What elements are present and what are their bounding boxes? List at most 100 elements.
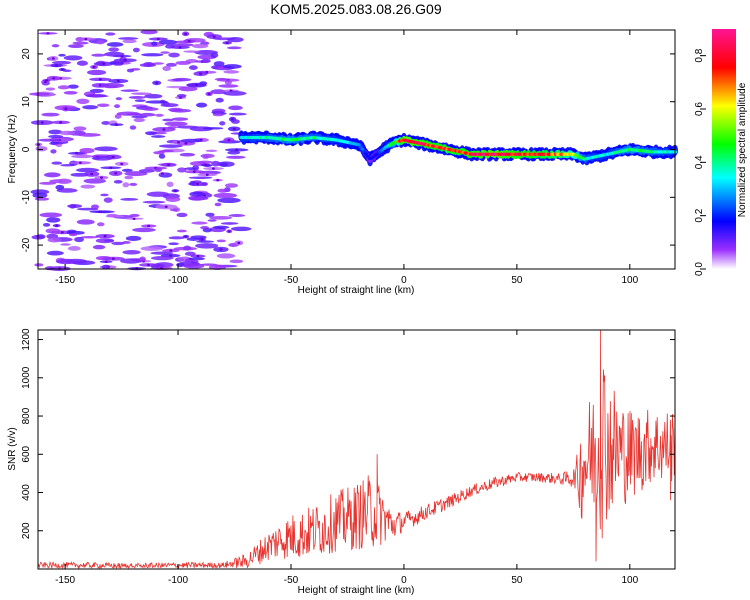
snr-x-axis: -150 -100 -50 0 50 100 bbox=[55, 330, 639, 586]
noise-blob-core bbox=[52, 77, 56, 80]
noise-blob bbox=[229, 259, 244, 264]
colorbar-ticks: 0.0 0.2 0.4 0.6 0.8 bbox=[694, 48, 706, 276]
noise-blob bbox=[122, 39, 137, 44]
noise-blob bbox=[103, 197, 113, 203]
noise-blob bbox=[142, 107, 159, 111]
noise-blob bbox=[139, 63, 157, 68]
noise-blob bbox=[121, 168, 133, 173]
noise-blob bbox=[158, 153, 166, 159]
noise-blob bbox=[129, 125, 137, 130]
noise-blob bbox=[71, 154, 94, 159]
colorbar-tick-label: 0.8 bbox=[694, 48, 705, 62]
noise-blob-core bbox=[155, 81, 159, 85]
noise-blob bbox=[197, 160, 213, 164]
noise-blob bbox=[195, 243, 219, 249]
noise-blob bbox=[120, 258, 142, 264]
noise-blob bbox=[34, 197, 50, 201]
noise-blob bbox=[212, 113, 224, 117]
noise-blob-core bbox=[199, 72, 203, 75]
noise-blob-core bbox=[40, 121, 44, 124]
noise-blob bbox=[133, 117, 145, 123]
y-tick-label: 20 bbox=[21, 48, 32, 60]
noise-blob bbox=[57, 85, 70, 90]
noise-blob bbox=[205, 212, 215, 217]
noise-blob-core bbox=[55, 64, 59, 67]
noise-blob bbox=[56, 258, 76, 265]
snr-panel: -150 -100 -50 0 50 100 200 400 600 800 1000 1200 H… bbox=[7, 328, 676, 596]
noise-blob-core bbox=[195, 83, 199, 87]
noise-blob-core bbox=[98, 78, 102, 81]
noise-blob bbox=[129, 213, 140, 217]
snr-xlabel: Height of straight line (km) bbox=[298, 585, 415, 596]
noise-blob bbox=[144, 94, 163, 99]
noise-blob bbox=[217, 188, 228, 193]
noise-blob-core bbox=[60, 231, 64, 234]
noise-blob bbox=[97, 222, 105, 227]
noise-blob bbox=[155, 113, 164, 117]
spectrogram-y-axis: -20 -10 0 10 20 bbox=[21, 48, 675, 252]
noise-blob-core bbox=[160, 172, 164, 175]
noise-blob bbox=[220, 222, 239, 225]
noise-blob bbox=[69, 204, 76, 209]
noise-blob-core bbox=[205, 173, 209, 176]
noise-blob bbox=[104, 51, 125, 57]
noise-blob bbox=[224, 80, 232, 85]
noise-blob bbox=[103, 239, 115, 243]
y-tick-label: 600 bbox=[21, 446, 32, 463]
noise-blob-core bbox=[114, 123, 118, 126]
noise-blob bbox=[188, 257, 205, 261]
noise-blob bbox=[210, 52, 219, 58]
x-tick-label: -50 bbox=[284, 575, 299, 586]
noise-blob-core bbox=[227, 230, 231, 233]
noise-blob-core bbox=[237, 241, 241, 245]
noise-blob bbox=[134, 99, 146, 103]
noise-blob bbox=[124, 175, 134, 180]
noise-blob-core bbox=[225, 41, 229, 45]
noise-blob bbox=[218, 84, 239, 88]
noise-blob-core bbox=[192, 170, 196, 173]
noise-blob bbox=[76, 219, 95, 225]
noise-blob bbox=[183, 245, 192, 251]
noise-blob-core bbox=[178, 46, 182, 49]
noise-blob-core bbox=[147, 224, 151, 228]
colorbar-gradient bbox=[712, 29, 736, 269]
spectrogram-xlabel: Height of straight line (km) bbox=[298, 285, 415, 296]
noise-blob bbox=[105, 32, 116, 36]
noise-blob bbox=[108, 47, 120, 52]
noise-blob bbox=[58, 53, 66, 57]
colorbar: 0.0 0.2 0.4 0.6 0.8 Normalized spectral ampl… bbox=[694, 29, 748, 276]
noise-blob-core bbox=[211, 167, 215, 170]
noise-blob bbox=[114, 61, 124, 66]
noise-blob-core bbox=[232, 127, 236, 131]
noise-blob bbox=[214, 77, 229, 81]
noise-blob bbox=[50, 149, 57, 154]
noise-blob bbox=[114, 114, 122, 119]
noise-blob-core bbox=[156, 37, 160, 41]
noise-blob bbox=[226, 155, 246, 159]
noise-blob bbox=[52, 60, 72, 65]
noise-blob bbox=[97, 103, 110, 108]
noise-blob-core bbox=[167, 163, 171, 167]
noise-blob bbox=[74, 236, 85, 243]
noise-blob bbox=[152, 62, 165, 65]
ridge-core bbox=[365, 154, 370, 158]
noise-blob bbox=[168, 242, 179, 246]
noise-blob bbox=[83, 178, 107, 184]
noise-blob bbox=[183, 263, 205, 269]
noise-blob bbox=[132, 47, 140, 53]
noise-blob bbox=[145, 131, 157, 136]
noise-blob bbox=[211, 108, 226, 114]
x-tick-label: 100 bbox=[621, 575, 638, 586]
noise-blob bbox=[47, 237, 62, 243]
noise-blob bbox=[67, 84, 79, 89]
noise-blob bbox=[73, 126, 87, 131]
noise-blob bbox=[188, 195, 206, 201]
noise-blob bbox=[169, 208, 178, 212]
noise-blob bbox=[171, 117, 189, 121]
noise-blob bbox=[140, 29, 158, 35]
noise-blob bbox=[34, 263, 44, 267]
noise-blob bbox=[63, 55, 83, 61]
noise-blob bbox=[50, 141, 59, 145]
noise-blob-core bbox=[75, 152, 79, 155]
